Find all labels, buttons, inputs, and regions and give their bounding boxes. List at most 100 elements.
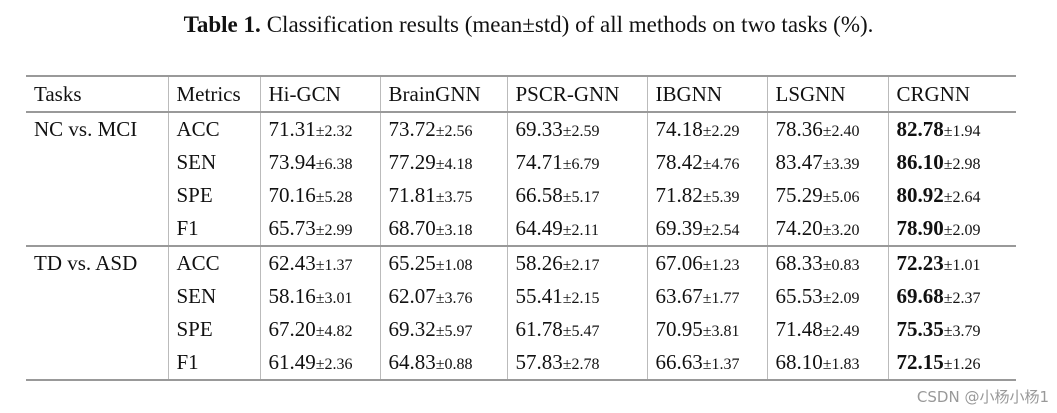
value-cell: 71.81±3.75 (379, 179, 507, 212)
mean: 80.92 (896, 183, 944, 207)
mean: 63.67 (655, 284, 703, 308)
mean: 69.68 (896, 284, 944, 308)
mean: 74.71 (515, 150, 563, 174)
task-cell: NC vs. MCI (34, 117, 138, 141)
value-cell: 66.63±1.37 (646, 346, 767, 380)
row: NC vs. MCI ACC 71.31±2.32 73.72±2.56 69.33±2… (26, 112, 1016, 146)
std: ±3.18 (435, 222, 473, 239)
value-cell: 74.71±6.79 (506, 146, 647, 179)
mean: 65.53 (775, 284, 823, 308)
mean: 69.33 (515, 117, 563, 141)
mean: 68.70 (388, 216, 436, 240)
mean: 86.10 (896, 150, 944, 174)
value-cell: 64.83±0.88 (379, 346, 507, 380)
std: ±2.49 (822, 323, 860, 340)
header-cell: BrainGNN (379, 76, 507, 112)
mean: 71.81 (388, 183, 436, 207)
mean: 66.63 (655, 350, 703, 374)
mean: 55.41 (515, 284, 563, 308)
task-cell (26, 346, 168, 380)
value-cell: 72.23±1.01 (887, 246, 1016, 280)
std: ±1.37 (702, 356, 740, 373)
caption: Table 1. Classification results (mean±std… (0, 12, 1057, 38)
value-cell: 82.78±1.94 (887, 112, 1016, 146)
metric-cell: SEN (167, 146, 260, 179)
mean: 72.15 (896, 350, 944, 374)
std: ±2.15 (562, 290, 600, 307)
value-cell: 63.67±1.77 (646, 280, 767, 313)
std: ±2.54 (702, 222, 740, 239)
std: ±3.81 (702, 323, 740, 340)
std: ±3.39 (822, 156, 860, 173)
std: ±0.88 (435, 356, 473, 373)
std: ±3.01 (315, 290, 353, 307)
value-cell: 69.33±2.59 (506, 112, 647, 146)
std: ±5.97 (435, 323, 473, 340)
value-cell: 75.35±3.79 (887, 313, 1016, 346)
std: ±1.77 (702, 290, 740, 307)
task-cell (26, 280, 168, 313)
std: ±6.38 (315, 156, 353, 173)
mean: 66.58 (515, 183, 563, 207)
value-cell: 71.31±2.32 (259, 112, 380, 146)
task-cell (26, 179, 168, 212)
std: ±1.26 (943, 356, 981, 373)
value-cell: 73.72±2.56 (379, 112, 507, 146)
metric-cell: ACC (167, 112, 260, 146)
std: ±1.08 (435, 257, 473, 274)
header-row: Tasks Metrics Hi-GCN BrainGNN PSCR-GNN IBGNN L… (26, 76, 1016, 112)
std: ±2.29 (702, 123, 740, 140)
value-cell: 61.49±2.36 (259, 346, 380, 380)
mean: 67.20 (268, 317, 316, 341)
metric-cell: SPE (167, 179, 260, 212)
value-cell: 67.20±4.82 (259, 313, 380, 346)
mean: 83.47 (775, 150, 823, 174)
std: ±1.37 (315, 257, 353, 274)
mean: 62.07 (388, 284, 436, 308)
mean: 82.78 (896, 117, 944, 141)
std: ±4.76 (702, 156, 740, 173)
value-cell: 70.16±5.28 (259, 179, 380, 212)
mean: 67.06 (655, 251, 703, 275)
value-cell: 65.25±1.08 (379, 246, 507, 280)
value-cell: 78.36±2.40 (766, 112, 888, 146)
metric-cell: SEN (167, 280, 260, 313)
value-cell: 83.47±3.39 (766, 146, 888, 179)
header-cell: LSGNN (766, 76, 888, 112)
std: ±2.32 (315, 123, 353, 140)
value-cell: 68.33±0.83 (766, 246, 888, 280)
value-cell: 65.73±2.99 (259, 212, 380, 246)
group: NC vs. MCI ACC 71.31±2.32 73.72±2.56 69.33±2… (26, 112, 1016, 246)
mean: 71.48 (775, 317, 823, 341)
mean: 77.29 (388, 150, 436, 174)
value-cell: 58.26±2.17 (506, 246, 647, 280)
std: ±4.82 (315, 323, 353, 340)
std: ±2.36 (315, 356, 353, 373)
task-cell: TD vs. ASD (34, 251, 138, 275)
std: ±1.01 (943, 257, 981, 274)
header-cell: PSCR-GNN (506, 76, 647, 112)
std: ±2.99 (315, 222, 353, 239)
mean: 58.26 (515, 251, 563, 275)
value-cell: 78.42±4.76 (646, 146, 767, 179)
row: SEN 58.16±3.01 62.07±3.76 55.41±2.15 63.67±1… (26, 280, 1016, 313)
value-cell: 68.70±3.18 (379, 212, 507, 246)
mean: 62.43 (268, 251, 316, 275)
std: ±5.47 (562, 323, 600, 340)
value-cell: 61.78±5.47 (506, 313, 647, 346)
mean: 70.95 (655, 317, 703, 341)
metric-cell: ACC (167, 246, 260, 280)
results-table: Tasks Metrics Hi-GCN BrainGNN PSCR-GNN IBGNN L… (26, 75, 1016, 381)
std: ±2.17 (562, 257, 600, 274)
value-cell: 68.10±1.83 (766, 346, 888, 380)
metric-cell: F1 (167, 212, 260, 246)
std: ±2.78 (562, 356, 600, 373)
value-cell: 64.49±2.11 (506, 212, 647, 246)
value-cell: 55.41±2.15 (506, 280, 647, 313)
mean: 78.36 (775, 117, 823, 141)
mean: 69.39 (655, 216, 703, 240)
mean: 61.78 (515, 317, 563, 341)
std: ±2.64 (943, 189, 981, 206)
std: ±2.56 (435, 123, 473, 140)
